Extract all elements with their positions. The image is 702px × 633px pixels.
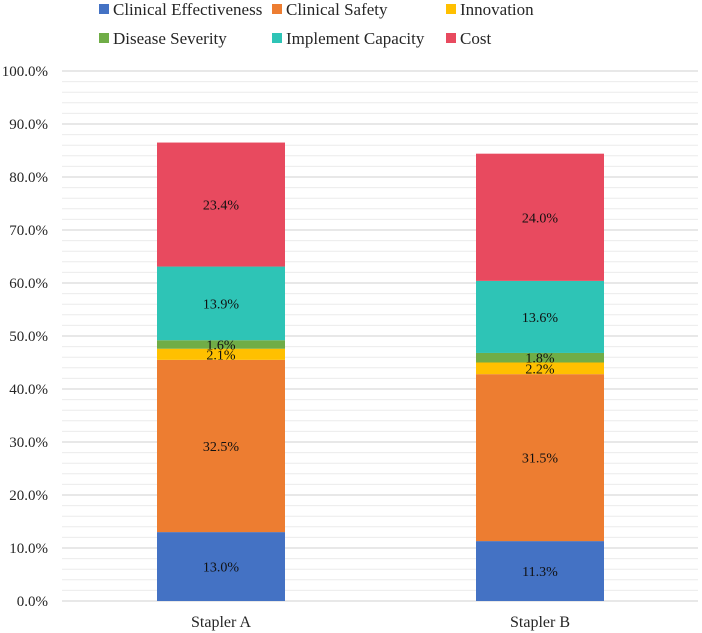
legend: Clinical Effectiveness Clinical Safety Inn…	[99, 0, 534, 48]
y-tick-label: 60.0%	[9, 276, 48, 292]
bar-segment-disease-severity-stapler-b	[476, 352, 604, 363]
data-label-clinical-effectiveness-stapler-a: 13.0%	[203, 561, 240, 576]
bar-segment-cost-stapler-a	[157, 142, 285, 267]
legend-label-clinical-safety: Clinical Safety	[286, 0, 388, 19]
legend-swatch-innovation	[446, 4, 456, 14]
data-label-clinical-effectiveness-stapler-b: 11.3%	[522, 565, 558, 580]
legend-label-innovation: Innovation	[460, 0, 534, 19]
data-label-implement-capacity-stapler-a: 13.9%	[203, 297, 240, 312]
y-tick-label: 100.0%	[2, 64, 48, 80]
legend-label-implement-capacity: Implement Capacity	[286, 29, 425, 48]
bar-segment-clinical-effectiveness-stapler-a	[157, 532, 285, 601]
data-labels: 13.0% 32.5% 2.1%1.6% 13.9% 23.4% 11.3% 31.5% 2.…	[203, 199, 559, 580]
data-label-clinical-safety-stapler-b: 31.5%	[522, 452, 559, 467]
legend-swatch-clinical-effectiveness	[99, 4, 109, 14]
bar-segment-disease-severity-stapler-a	[157, 340, 285, 349]
x-axis-categories: Stapler A Stapler B	[191, 614, 570, 631]
legend-swatch-clinical-safety	[272, 4, 282, 14]
y-tick-label: 30.0%	[9, 435, 48, 451]
bars	[157, 142, 604, 601]
x-category-label: Stapler A	[191, 614, 251, 631]
data-label-cost-stapler-b: 24.0%	[522, 211, 559, 226]
data-label-disease-severity-stapler-a: 1.6%	[206, 338, 236, 353]
legend-label-clinical-effectiveness: Clinical Effectiveness	[113, 0, 262, 19]
legend-swatch-disease-severity	[99, 33, 109, 43]
data-label-disease-severity-stapler-b: 1.8%	[525, 352, 555, 367]
data-label-implement-capacity-stapler-b: 13.6%	[522, 311, 559, 326]
y-tick-label: 90.0%	[9, 117, 48, 133]
legend-swatch-cost	[446, 33, 456, 43]
y-tick-label: 40.0%	[9, 382, 48, 398]
bar-segment-implement-capacity-stapler-a	[157, 266, 285, 341]
y-tick-label: 0.0%	[17, 594, 48, 610]
y-tick-label: 10.0%	[9, 541, 48, 557]
data-label-clinical-safety-stapler-a: 32.5%	[203, 440, 240, 455]
data-label-innovation-stapler-b: 2.2%	[525, 362, 555, 377]
y-tick-label: 70.0%	[9, 223, 48, 239]
data-label-innovation-stapler-a: 2.1%	[206, 348, 236, 363]
bar-segment-cost-stapler-b	[476, 153, 604, 281]
bar-segment-innovation-stapler-a	[157, 348, 285, 360]
y-axis-ticks: 0.0% 10.0% 20.0% 30.0% 40.0% 50.0% 60.0% 70.0% 8…	[2, 64, 48, 610]
x-category-label: Stapler B	[510, 614, 570, 631]
legend-label-cost: Cost	[460, 29, 491, 48]
data-label-cost-stapler-a: 23.4%	[203, 199, 240, 214]
bar-segment-clinical-safety-stapler-b	[476, 374, 604, 542]
bar-segment-innovation-stapler-b	[476, 362, 604, 375]
legend-swatch-implement-capacity	[272, 33, 282, 43]
y-tick-label: 50.0%	[9, 329, 48, 345]
y-tick-label: 80.0%	[9, 170, 48, 186]
y-tick-label: 20.0%	[9, 488, 48, 504]
legend-label-disease-severity: Disease Severity	[113, 29, 227, 48]
bar-segment-implement-capacity-stapler-b	[476, 280, 604, 353]
bar-segment-clinical-effectiveness-stapler-b	[476, 541, 604, 601]
bar-segment-clinical-safety-stapler-a	[157, 359, 285, 533]
